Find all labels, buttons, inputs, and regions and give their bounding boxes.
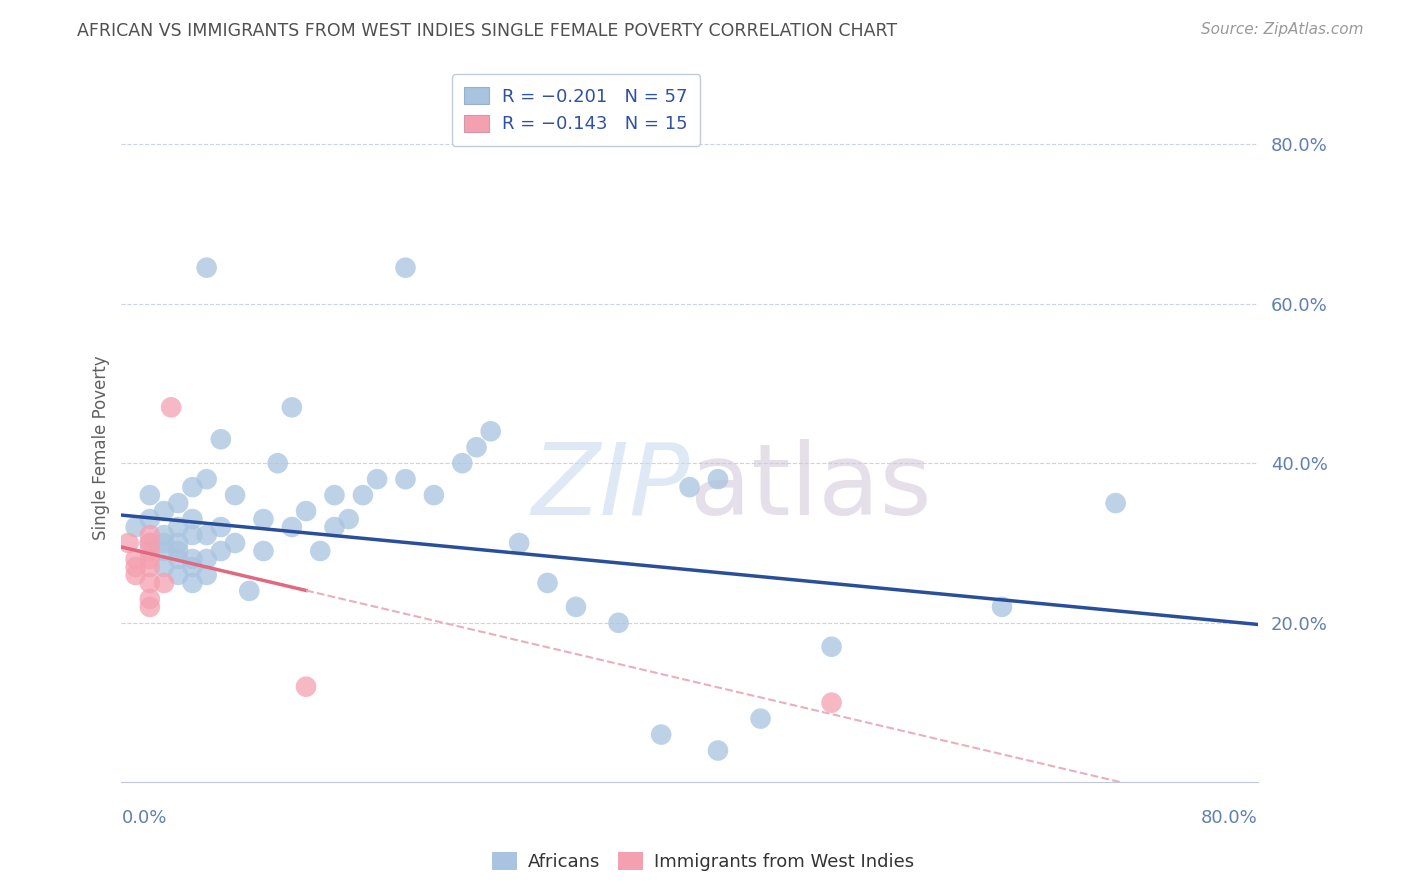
- Point: [153, 544, 176, 558]
- Point: [394, 472, 416, 486]
- Point: [124, 520, 146, 534]
- Point: [139, 536, 162, 550]
- Point: [167, 496, 190, 510]
- Point: [281, 401, 304, 415]
- Point: [238, 583, 260, 598]
- Point: [465, 440, 488, 454]
- Point: [139, 528, 162, 542]
- Point: [252, 512, 274, 526]
- Point: [181, 528, 204, 542]
- Point: [209, 432, 232, 446]
- Point: [181, 480, 204, 494]
- Point: [195, 260, 218, 275]
- Point: [323, 520, 346, 534]
- Point: [252, 544, 274, 558]
- Point: [153, 528, 176, 542]
- Point: [153, 576, 176, 591]
- Text: atlas: atlas: [689, 439, 931, 536]
- Point: [124, 560, 146, 574]
- Point: [423, 488, 446, 502]
- Point: [195, 472, 218, 486]
- Point: [167, 568, 190, 582]
- Point: [195, 528, 218, 542]
- Point: [352, 488, 374, 502]
- Point: [820, 696, 842, 710]
- Point: [224, 536, 246, 550]
- Point: [181, 560, 204, 574]
- Text: 0.0%: 0.0%: [121, 809, 167, 827]
- Point: [394, 260, 416, 275]
- Point: [451, 456, 474, 470]
- Point: [139, 536, 162, 550]
- Point: [281, 520, 304, 534]
- Point: [153, 560, 176, 574]
- Text: 80.0%: 80.0%: [1201, 809, 1257, 827]
- Point: [195, 568, 218, 582]
- Point: [309, 544, 332, 558]
- Point: [508, 536, 530, 550]
- Point: [139, 591, 162, 606]
- Point: [650, 728, 672, 742]
- Point: [295, 680, 318, 694]
- Text: AFRICAN VS IMMIGRANTS FROM WEST INDIES SINGLE FEMALE POVERTY CORRELATION CHART: AFRICAN VS IMMIGRANTS FROM WEST INDIES S…: [77, 22, 897, 40]
- Point: [266, 456, 288, 470]
- Point: [167, 552, 190, 566]
- Point: [124, 552, 146, 566]
- Point: [181, 576, 204, 591]
- Point: [565, 599, 588, 614]
- Point: [295, 504, 318, 518]
- Point: [209, 520, 232, 534]
- Point: [181, 552, 204, 566]
- Point: [167, 544, 190, 558]
- Point: [160, 401, 183, 415]
- Point: [707, 743, 730, 757]
- Point: [139, 488, 162, 502]
- Legend: Africans, Immigrants from West Indies: Africans, Immigrants from West Indies: [485, 846, 921, 879]
- Point: [167, 520, 190, 534]
- Point: [153, 504, 176, 518]
- Point: [991, 599, 1014, 614]
- Point: [195, 552, 218, 566]
- Point: [607, 615, 630, 630]
- Point: [139, 560, 162, 574]
- Point: [139, 544, 162, 558]
- Point: [366, 472, 388, 486]
- Point: [536, 576, 558, 591]
- Text: ZIP: ZIP: [531, 439, 689, 536]
- Point: [139, 576, 162, 591]
- Point: [323, 488, 346, 502]
- Text: Source: ZipAtlas.com: Source: ZipAtlas.com: [1201, 22, 1364, 37]
- Point: [209, 544, 232, 558]
- Point: [124, 568, 146, 582]
- Point: [181, 512, 204, 526]
- Point: [167, 536, 190, 550]
- Point: [117, 536, 139, 550]
- Point: [224, 488, 246, 502]
- Legend: R = −0.201   N = 57, R = −0.143   N = 15: R = −0.201 N = 57, R = −0.143 N = 15: [451, 74, 700, 146]
- Point: [678, 480, 700, 494]
- Point: [337, 512, 360, 526]
- Point: [139, 512, 162, 526]
- Point: [707, 472, 730, 486]
- Point: [479, 425, 502, 439]
- Y-axis label: Single Female Poverty: Single Female Poverty: [93, 355, 110, 540]
- Point: [820, 640, 842, 654]
- Point: [153, 536, 176, 550]
- Point: [1104, 496, 1126, 510]
- Point: [749, 712, 772, 726]
- Point: [139, 552, 162, 566]
- Point: [139, 599, 162, 614]
